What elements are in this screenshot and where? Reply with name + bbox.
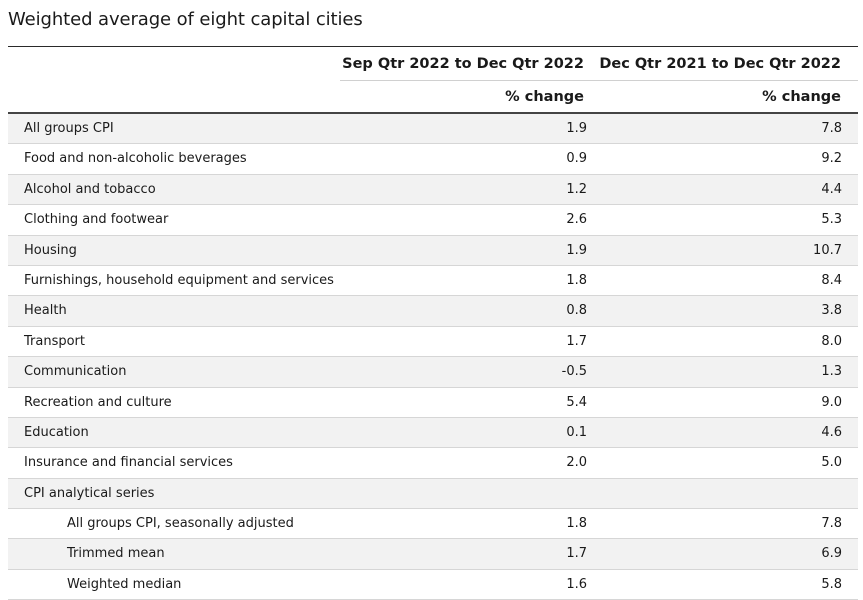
section-header-row: CPI analytical series bbox=[8, 478, 858, 510]
table-row: Housing 1.9 10.7 bbox=[8, 235, 858, 266]
quarterly-change-cell: 5.4 bbox=[566, 394, 587, 410]
table-row: Transport 1.7 8.0 bbox=[8, 327, 858, 358]
table-row: Weighted median 1.6 5.8 bbox=[8, 570, 858, 600]
table-row: Communication -0.5 1.3 bbox=[8, 357, 858, 388]
table-row: Food and non-alcoholic beverages 0.9 9.2 bbox=[8, 144, 858, 175]
annual-change-cell: 4.4 bbox=[821, 181, 842, 197]
row-label: Transport bbox=[24, 333, 86, 349]
annual-change-cell: 3.8 bbox=[821, 303, 842, 319]
quarterly-change-cell: 1.2 bbox=[566, 181, 587, 197]
annual-change-cell: 4.6 bbox=[821, 424, 842, 440]
annual-change-cell: 8.4 bbox=[821, 272, 842, 288]
table-row: Alcohol and tobacco 1.2 4.4 bbox=[8, 174, 858, 206]
annual-change-cell: 6.9 bbox=[821, 546, 842, 562]
row-label: Alcohol and tobacco bbox=[24, 181, 156, 197]
cpi-table-body: All groups CPI 1.9 7.8 Food and non-alco… bbox=[8, 114, 858, 600]
column-header-quarterly: Sep Qtr 2022 to Dec Qtr 2022 bbox=[342, 56, 584, 72]
annual-change-cell: 1.3 bbox=[821, 364, 842, 380]
header-bottom-rule bbox=[8, 112, 858, 114]
annual-change-cell: 9.0 bbox=[821, 394, 842, 410]
table-row: Furnishings, household equipment and ser… bbox=[8, 266, 858, 297]
quarterly-change-cell: 2.0 bbox=[566, 455, 587, 471]
quarterly-change-cell: 0.8 bbox=[566, 303, 587, 319]
annual-change-cell: 10.7 bbox=[813, 242, 842, 258]
row-label: Food and non-alcoholic beverages bbox=[24, 151, 247, 167]
annual-change-cell: 5.3 bbox=[821, 212, 842, 228]
quarterly-change-cell: -0.5 bbox=[561, 364, 587, 380]
row-label: Insurance and financial services bbox=[24, 455, 233, 471]
title-divider bbox=[8, 46, 858, 47]
table-row: Education 0.1 4.6 bbox=[8, 417, 858, 449]
annual-change-cell: 9.2 bbox=[821, 151, 842, 167]
table-row: Clothing and footwear 2.6 5.3 bbox=[8, 205, 858, 236]
quarterly-change-cell: 0.9 bbox=[566, 151, 587, 167]
annual-change-cell: 5.8 bbox=[821, 576, 842, 592]
row-label: Furnishings, household equipment and ser… bbox=[24, 272, 334, 288]
row-label: All groups CPI, seasonally adjusted bbox=[67, 516, 294, 532]
quarterly-change-cell: 1.7 bbox=[566, 333, 587, 349]
quarterly-change-cell: 0.1 bbox=[566, 424, 587, 440]
row-label: Recreation and culture bbox=[24, 394, 172, 410]
row-label: Health bbox=[24, 303, 67, 319]
row-label: Clothing and footwear bbox=[24, 212, 169, 228]
annual-change-cell: 5.0 bbox=[821, 455, 842, 471]
quarterly-change-cell: 1.8 bbox=[566, 516, 587, 532]
unit-header-quarterly: % change bbox=[505, 89, 584, 105]
header-divider bbox=[340, 80, 858, 81]
table-title: Weighted average of eight capital cities bbox=[8, 9, 363, 30]
quarterly-change-cell: 1.7 bbox=[566, 546, 587, 562]
table-row: Health 0.8 3.8 bbox=[8, 296, 858, 327]
table-row: All groups CPI, seasonally adjusted 1.8 … bbox=[8, 509, 858, 540]
unit-header-annual: % change bbox=[762, 89, 841, 105]
quarterly-change-cell: 1.6 bbox=[566, 576, 587, 592]
annual-change-cell: 8.0 bbox=[821, 333, 842, 349]
quarterly-change-cell: 2.6 bbox=[566, 212, 587, 228]
row-label: All groups CPI bbox=[24, 121, 114, 136]
quarterly-change-cell: 1.9 bbox=[566, 121, 587, 136]
row-label: Weighted median bbox=[67, 576, 182, 592]
annual-change-cell: 7.8 bbox=[821, 121, 842, 136]
annual-change-cell: 7.8 bbox=[821, 516, 842, 532]
table-row: Trimmed mean 1.7 6.9 bbox=[8, 539, 858, 570]
section-label: CPI analytical series bbox=[24, 485, 155, 501]
row-label: Communication bbox=[24, 364, 127, 380]
table-row: Recreation and culture 5.4 9.0 bbox=[8, 388, 858, 418]
row-label: Trimmed mean bbox=[67, 546, 165, 562]
row-label: Housing bbox=[24, 242, 77, 258]
table-row: All groups CPI 1.9 7.8 bbox=[8, 114, 858, 145]
column-header-annual: Dec Qtr 2021 to Dec Qtr 2022 bbox=[599, 56, 841, 72]
quarterly-change-cell: 1.9 bbox=[566, 242, 587, 258]
table-row: Insurance and financial services 2.0 5.0 bbox=[8, 448, 858, 479]
quarterly-change-cell: 1.8 bbox=[566, 272, 587, 288]
row-label: Education bbox=[24, 424, 89, 440]
